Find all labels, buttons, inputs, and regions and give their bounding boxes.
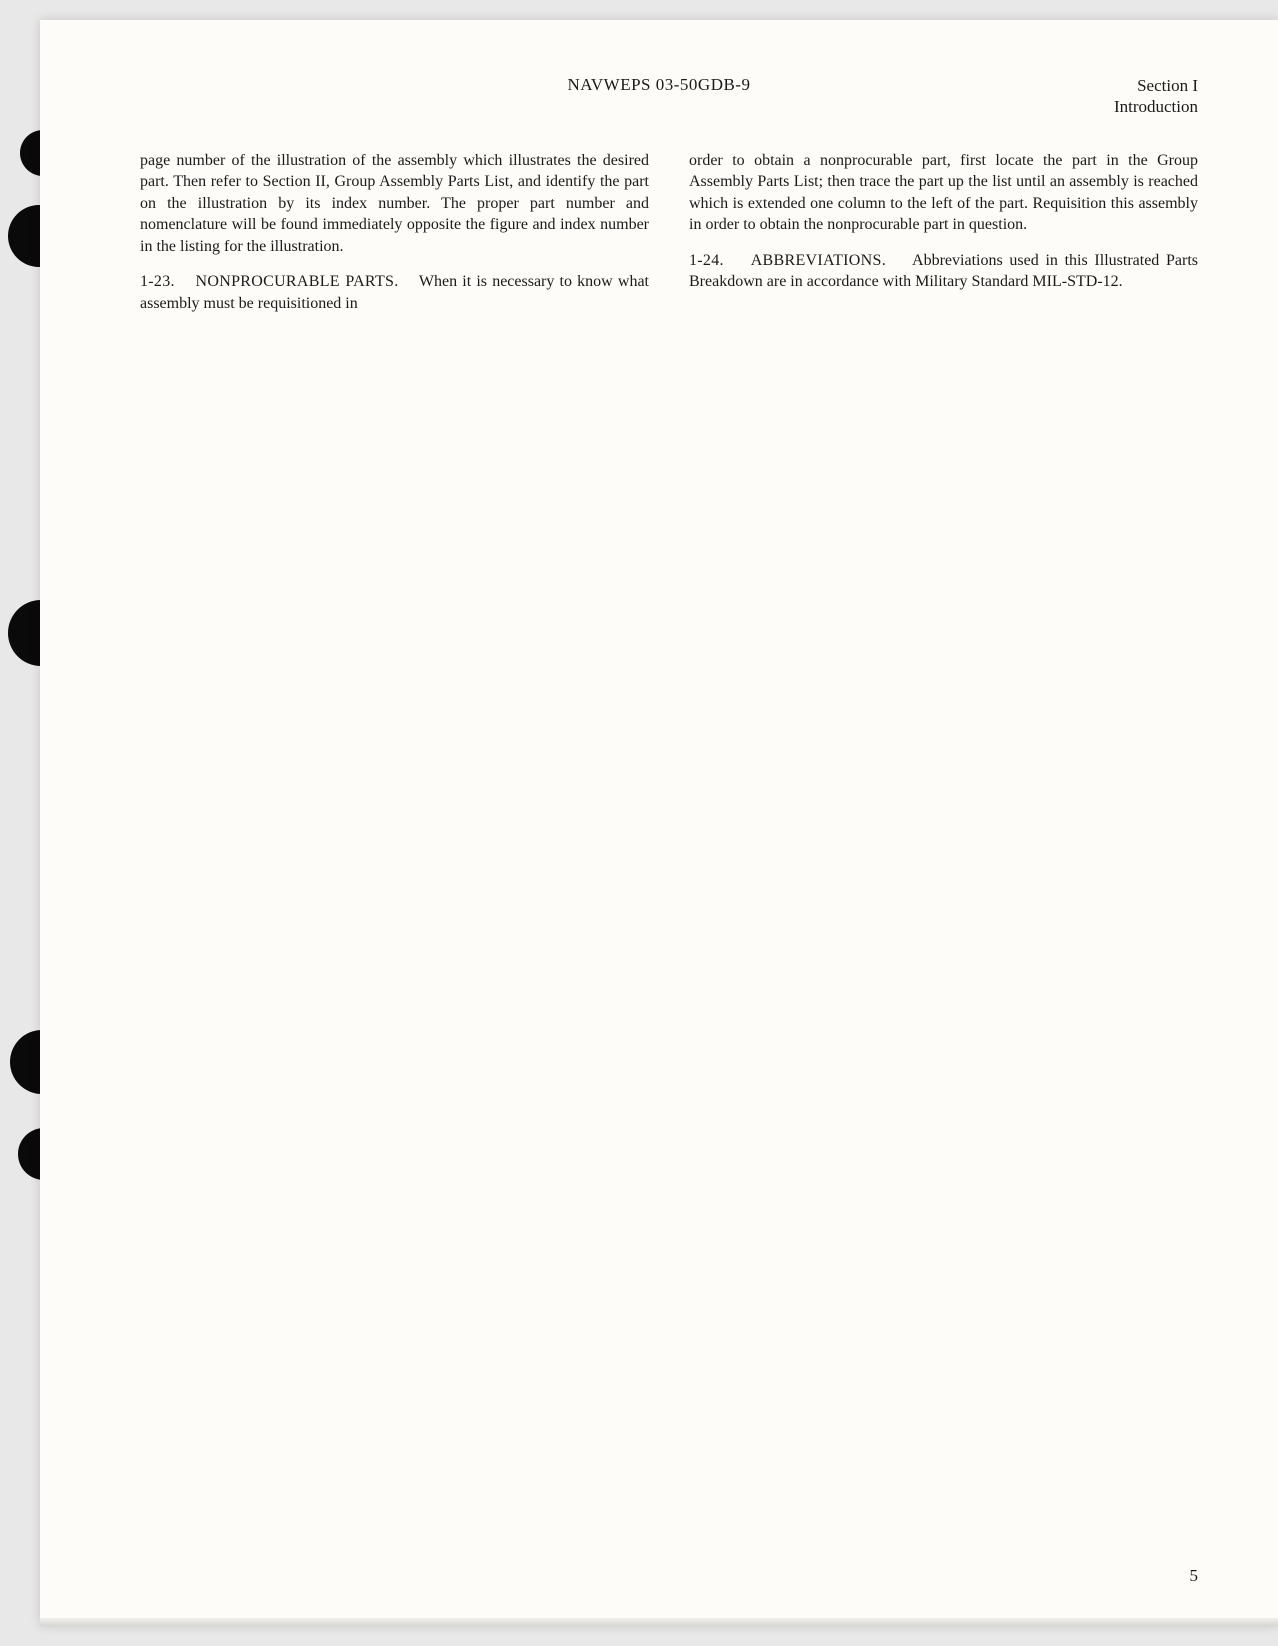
paragraph-1-23: 1-23. NONPROCURABLE PARTS. When it is ne… — [140, 271, 649, 314]
paragraph-number: 1-24. — [689, 252, 724, 269]
document-id: NAVWEPS 03-50GDB-9 — [568, 75, 751, 95]
page-wrapper: NAVWEPS 03-50GDB-9 Section I Introductio… — [0, 20, 1278, 1626]
section-label: Section I — [1114, 75, 1198, 96]
paragraph-continuation: order to obtain a nonprocurable part, fi… — [689, 150, 1198, 236]
paragraph-text: order to obtain a nonprocurable part, fi… — [689, 152, 1198, 234]
paragraph-heading: ABBREVIATIONS. — [751, 252, 886, 269]
document-page: NAVWEPS 03-50GDB-9 Section I Introductio… — [40, 20, 1278, 1626]
paragraph-1-24: 1-24. ABBREVIATIONS. Abbreviations used … — [689, 250, 1198, 293]
page-number: 5 — [1190, 1566, 1199, 1586]
spacer — [404, 273, 414, 290]
spacer — [893, 252, 906, 269]
content-columns: page number of the illustration of the a… — [140, 150, 1198, 329]
left-column: page number of the illustration of the a… — [140, 150, 649, 329]
right-column: order to obtain a nonprocurable part, fi… — [689, 150, 1198, 329]
paragraph-text: page number of the illustration of the a… — [140, 152, 649, 255]
section-title: Introduction — [1114, 96, 1198, 117]
page-header: NAVWEPS 03-50GDB-9 Section I Introductio… — [140, 70, 1198, 118]
spacer — [731, 252, 744, 269]
paragraph-continuation: page number of the illustration of the a… — [140, 150, 649, 258]
page-shadow — [40, 1618, 1278, 1626]
paragraph-heading: NONPROCURABLE PARTS. — [196, 273, 399, 290]
spacer — [180, 273, 190, 290]
section-info: Section I Introduction — [1114, 75, 1198, 118]
paragraph-number: 1-23. — [140, 273, 175, 290]
